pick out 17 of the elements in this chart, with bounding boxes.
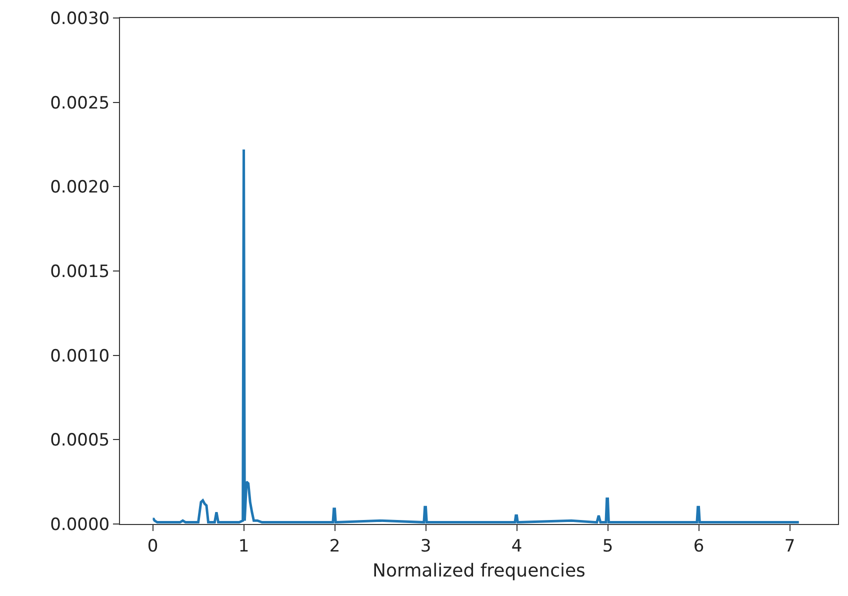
y-tick-label: 0.0020	[50, 178, 110, 198]
y-tick-label: 0.0010	[50, 346, 110, 366]
y-tick-label: 0.0000	[50, 514, 110, 535]
x-tick-label: 2	[329, 536, 340, 556]
y-tick-label: 0.0030	[50, 8, 110, 29]
x-tick-label: 0	[147, 536, 158, 556]
x-axis-title: Normalized frequencies	[372, 560, 586, 582]
x-tick-label: 4	[511, 536, 522, 556]
x-tick-label: 5	[602, 536, 614, 556]
x-tick-label: 3	[420, 536, 432, 556]
x-tick-label: 1	[238, 536, 250, 556]
x-tick-label: 6	[693, 536, 704, 556]
y-tick-label: 0.0025	[50, 93, 110, 114]
y-tick-label: 0.0005	[50, 430, 110, 451]
y-tick-label: 0.0015	[50, 262, 110, 282]
line-series	[152, 148, 800, 524]
x-tick-label: 7	[784, 536, 796, 556]
